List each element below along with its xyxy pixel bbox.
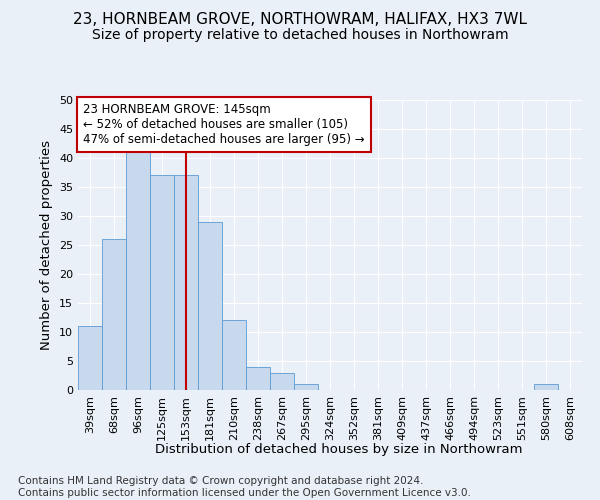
Bar	[222, 320, 246, 390]
Text: 23 HORNBEAM GROVE: 145sqm
← 52% of detached houses are smaller (105)
47% of semi: 23 HORNBEAM GROVE: 145sqm ← 52% of detac…	[83, 103, 365, 146]
Bar	[102, 239, 126, 390]
Y-axis label: Number of detached properties: Number of detached properties	[40, 140, 53, 350]
Text: Contains HM Land Registry data © Crown copyright and database right 2024.
Contai: Contains HM Land Registry data © Crown c…	[18, 476, 471, 498]
Bar	[294, 384, 318, 390]
Bar	[270, 372, 294, 390]
Text: Distribution of detached houses by size in Northowram: Distribution of detached houses by size …	[155, 442, 523, 456]
Text: Size of property relative to detached houses in Northowram: Size of property relative to detached ho…	[92, 28, 508, 42]
Text: 23, HORNBEAM GROVE, NORTHOWRAM, HALIFAX, HX3 7WL: 23, HORNBEAM GROVE, NORTHOWRAM, HALIFAX,…	[73, 12, 527, 28]
Bar	[246, 367, 270, 390]
Bar	[150, 176, 174, 390]
Bar	[198, 222, 222, 390]
Bar	[534, 384, 558, 390]
Bar	[78, 326, 102, 390]
Bar	[126, 152, 150, 390]
Bar	[174, 176, 198, 390]
